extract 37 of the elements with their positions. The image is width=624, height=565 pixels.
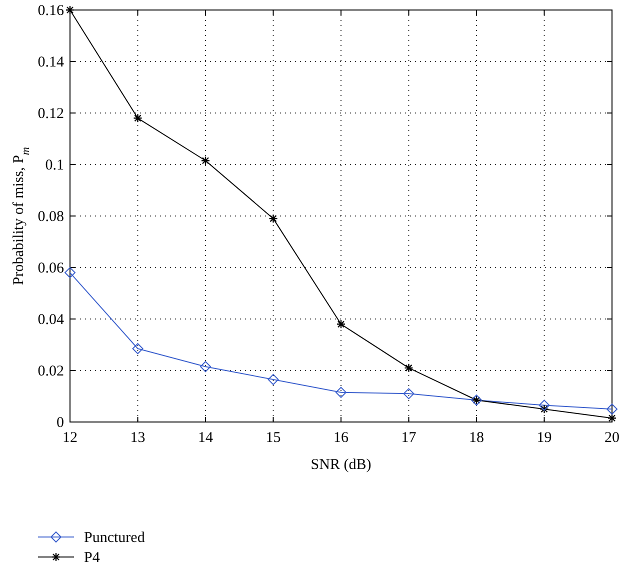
point <box>336 320 346 329</box>
x-tick-label: 12 <box>62 430 78 446</box>
point <box>540 404 549 414</box>
point <box>65 5 75 15</box>
x-tick-label: 13 <box>130 430 146 446</box>
point <box>133 114 142 123</box>
x-tick-label: 20 <box>604 430 620 446</box>
x-tick-label: 17 <box>401 430 417 446</box>
point <box>336 386 346 398</box>
y-tick-label: 0.12 <box>38 106 64 122</box>
point <box>64 267 76 278</box>
y-tick-label: 0.1 <box>45 158 64 174</box>
point <box>404 363 414 373</box>
y-tick-label: 0.08 <box>38 209 64 225</box>
point <box>268 214 278 224</box>
point <box>268 374 279 386</box>
point <box>403 388 414 400</box>
y-tick-label: 0.16 <box>38 3 64 19</box>
y-tick-label: 0.02 <box>38 364 64 380</box>
x-axis-title: SNR (dB) <box>310 457 372 473</box>
x-tick-label: 19 <box>536 430 552 446</box>
x-tick-label: 15 <box>266 430 281 446</box>
point <box>607 414 617 423</box>
y-tick-label: 0 <box>56 415 64 431</box>
point <box>200 361 211 372</box>
legend-label: Punctured <box>84 530 146 546</box>
point <box>538 400 550 411</box>
y-tick-label: 0.14 <box>38 54 64 70</box>
x-tick-label: 14 <box>198 430 214 446</box>
x-tick-label: 16 <box>334 430 349 446</box>
y-tick-label: 0.04 <box>38 312 64 328</box>
legend-label: P4 <box>84 550 100 565</box>
y-tick-label: 0.06 <box>38 260 64 276</box>
x-tick-label: 18 <box>469 430 484 446</box>
point <box>606 404 618 415</box>
point <box>200 156 210 166</box>
point <box>132 343 144 354</box>
